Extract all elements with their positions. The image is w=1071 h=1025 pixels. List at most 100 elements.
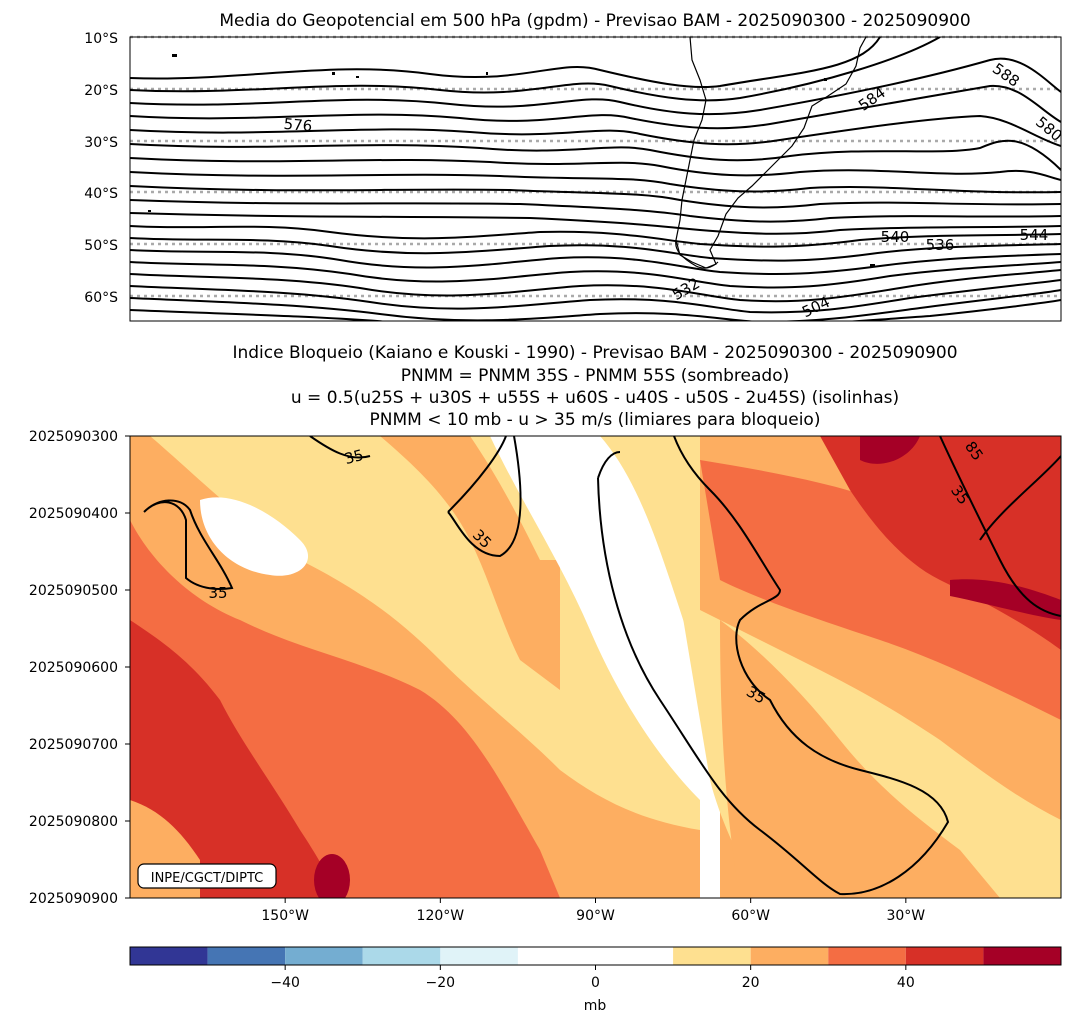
credit-box-border [137,863,277,889]
colorbar-segment [517,947,674,965]
bottom-title-line: Indice Bloqueio (Kaiano e Kouski - 1990)… [232,343,957,363]
colorbar-segments [130,947,1061,965]
colorbar-segment [673,947,751,965]
south-america-coast [675,37,867,269]
time-tick-labels: 2025090300 2025090400 2025090500 2025090… [29,429,118,907]
colorbar-segment [905,947,984,965]
colorbar: −40 −20 0 20 40 mb [129,946,1062,1014]
contour-line [130,37,881,89]
contour-line [130,279,1061,314]
time-tick-label: 2025090400 [29,506,118,522]
credit-box: INPE/CGCT/DIPTC [137,863,277,889]
colorbar-tick-label: −40 [270,975,300,991]
top-axes-frame [129,36,1062,322]
south-america-coast [675,239,719,269]
bottom-title: Indice Bloqueio (Kaiano e Kouski - 1990)… [232,343,957,430]
time-tick-label: 2025090500 [29,583,118,599]
contour-label: 544 [1020,226,1049,244]
island [148,210,151,212]
longitude-tick-label: 120°W [417,908,465,924]
time-tick-label: 2025090700 [29,737,118,753]
field-band [700,460,1061,720]
time-tick-label: 2025090900 [29,891,118,907]
longitude-tick-label: 60°W [731,908,770,924]
contour-line [130,269,1061,303]
contour-line [130,299,1061,321]
contour-line [130,157,1061,181]
colorbar-segment [362,947,441,965]
top-ytick-labels: 10°S 20°S 30°S 40°S 50°S 60°S [84,31,118,306]
colorbar-segment [750,947,829,965]
top-ytick-label: 60°S [84,290,118,306]
contour-line [130,185,1061,209]
isoline-label: 35 [342,446,365,468]
island [356,76,359,78]
longitude-tick-label: 90°W [576,908,615,924]
isoline-label: 35 [208,584,227,602]
contour-line [130,261,1061,289]
colorbar-ticks: −40 −20 0 20 40 [270,965,915,991]
island [486,72,488,75]
island [332,72,335,75]
isoline [447,436,522,558]
bottom-title-line: PNMM < 10 mb - u > 35 m/s (limiares para… [370,410,821,430]
longitude-tick-label: 150°W [261,908,309,924]
contour-label: 540 [881,228,910,246]
top-ytick-label: 20°S [84,83,118,99]
contour-line [130,114,1061,147]
isoline [309,436,371,459]
pressure-difference-field [130,436,1061,898]
bottom-axes-frame [129,435,1062,899]
top-ytick-label: 40°S [84,186,118,202]
time-tick-label: 2025090300 [29,429,118,445]
field-band [130,620,340,898]
contour-line [130,225,1061,248]
contour-line [130,212,1061,235]
bottom-title-line: PNMM = PNMM 35S - PNMM 55S (sombreado) [401,366,790,386]
time-tick-label: 2025090600 [29,660,118,676]
contour-label: 576 [283,115,313,135]
geopotential-contours [130,37,1061,321]
colorbar-tick-label: 40 [897,975,915,991]
field-band [860,436,920,464]
isoline [143,499,234,590]
colorbar-label: mb [584,998,607,1014]
isoline [939,436,1061,617]
colorbar-tick-label: −20 [426,975,456,991]
field-band [490,436,720,898]
island [172,54,177,57]
isoline [597,436,950,896]
contour-line [130,57,1061,116]
field-band [200,497,309,576]
time-ticks [125,435,130,899]
colorbar-tick-label: 20 [742,975,760,991]
top-ytick-label: 50°S [84,238,118,254]
contour-label: 532 [669,274,703,304]
contour-line [130,139,1061,171]
colorbar-segment [130,947,208,965]
contour-line [130,249,1061,275]
wind-isolines [143,436,1061,896]
island [870,264,875,267]
isoline [979,455,1061,541]
field-band [720,620,1000,898]
longitude-ticks: 150°W 120°W 90°W 60°W 30°W [261,898,925,924]
field-band [314,854,350,898]
contour-line [130,171,1061,194]
contour-line [130,237,1061,262]
blocking-index-panel: Indice Bloqueio (Kaiano e Kouski - 1990)… [29,343,1062,924]
islands [148,54,875,267]
contour-line [130,37,941,102]
colorbar-segment [983,947,1061,965]
top-ytick-label: 30°S [84,135,118,151]
top-title: Media do Geopotencial em 500 hPa (gpdm) … [219,11,970,31]
colorbar-segment [828,947,906,965]
time-tick-label: 2025090800 [29,814,118,830]
colorbar-tick-label: 0 [591,975,600,991]
island [824,78,827,81]
field-band [950,579,1061,620]
colorbar-segment [440,947,518,965]
coastline [675,37,867,269]
contour-line [130,84,1061,130]
